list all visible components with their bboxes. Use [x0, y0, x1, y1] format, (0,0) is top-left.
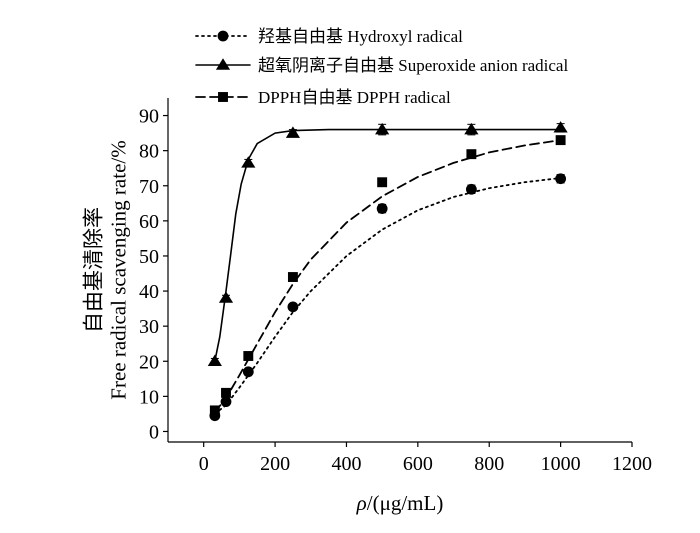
legend-marker-square	[218, 92, 228, 102]
y-tick-label: 0	[149, 421, 159, 443]
marker-square	[243, 351, 254, 361]
marker-triangle	[464, 122, 479, 135]
y-tick-label: 60	[139, 211, 159, 233]
data-point-circle	[376, 203, 388, 214]
data-point-triangle	[553, 121, 568, 133]
marker-square	[209, 405, 220, 416]
y-tick-label: 70	[139, 176, 159, 198]
plot-area: 0 10 20 30 40 50 60 70 80 90 0 200 400 600 800 1000 1200	[139, 98, 652, 475]
marker-square	[466, 149, 477, 160]
marker-triangle	[241, 156, 256, 168]
y-tick-label: 20	[139, 351, 159, 373]
x-tick-label: 0	[199, 453, 209, 475]
marker-square	[377, 177, 388, 188]
marker-circle	[465, 183, 477, 195]
legend-item: 羟基自由基 Hydroxyl radical	[195, 27, 463, 46]
y-tick-label: 90	[139, 106, 159, 128]
fit-curve-circle	[213, 177, 562, 415]
fit-curve-triangle	[214, 128, 562, 363]
data-point-circle	[465, 183, 477, 195]
y-tick-label: 50	[139, 246, 159, 268]
marker-circle	[242, 366, 254, 378]
x-axis-symbol: ρ	[356, 491, 367, 515]
x-tick-label: 800	[474, 453, 504, 475]
legend-marker-circle	[217, 30, 229, 42]
marker-circle	[220, 396, 232, 408]
data-markers	[207, 121, 568, 422]
x-tick-label: 600	[403, 453, 433, 475]
x-tick-label: 400	[331, 453, 361, 475]
marker-square	[555, 135, 566, 146]
marker-triangle	[285, 126, 301, 138]
marker-circle	[555, 173, 567, 185]
marker-square	[287, 272, 298, 282]
x-axis-unit: /(μg/mL)	[367, 491, 444, 515]
data-point-square	[221, 387, 231, 398]
marker-circle	[287, 301, 299, 313]
data-point-circle	[220, 396, 232, 408]
data-point-circle	[555, 173, 567, 185]
marker-triangle	[553, 121, 568, 133]
marker-circle	[376, 203, 388, 214]
y-tick-label: 30	[139, 316, 159, 338]
fit-curve-square	[213, 139, 562, 414]
data-point-square	[287, 272, 298, 282]
legend-item: 超氧阴离子自由基 Superoxide anion radical	[195, 56, 568, 75]
legend-label: 羟基自由基 Hydroxyl radical	[258, 27, 463, 46]
data-point-triangle	[207, 354, 222, 366]
data-point-circle	[242, 366, 254, 378]
axes: 0 10 20 30 40 50 60 70 80 90 0 200 400 600 800 1000 1200	[139, 98, 652, 475]
y-axis-label-cn: 自由基清除率	[81, 207, 105, 333]
legend: 羟基自由基 Hydroxyl radical 超氧阴离子自由基 Superoxid…	[195, 27, 568, 107]
x-tick-label: 200	[260, 453, 290, 475]
x-tick-label: 1000	[541, 453, 581, 475]
y-tick-label: 80	[139, 141, 159, 163]
legend-label: DPPH自由基 DPPH radical	[258, 88, 451, 107]
y-axis-label: 自由基清除率Free radical scavenging rate/%	[81, 140, 130, 399]
x-tick-label: 1200	[612, 453, 652, 475]
fit-curves	[213, 128, 562, 415]
data-point-triangle	[218, 291, 234, 303]
data-point-square	[243, 351, 254, 361]
y-axis-label-en: Free radical scavenging rate/%	[107, 140, 131, 399]
data-point-triangle	[241, 156, 256, 168]
legend-label: 超氧阴离子自由基 Superoxide anion radical	[258, 56, 568, 75]
marker-triangle	[207, 354, 222, 366]
legend-marker-triangle	[215, 58, 231, 70]
data-point-triangle	[285, 126, 301, 138]
data-point-triangle	[464, 122, 479, 136]
y-tick-label: 40	[139, 281, 159, 303]
data-point-square	[466, 149, 477, 160]
x-axis-label: ρ/(μg/mL)	[356, 491, 444, 515]
data-point-square	[377, 177, 388, 188]
data-point-circle	[287, 301, 299, 313]
data-point-square	[555, 135, 566, 146]
marker-triangle	[375, 122, 390, 135]
data-point-triangle	[375, 122, 390, 136]
data-point-square	[209, 405, 220, 416]
marker-square	[221, 387, 231, 398]
y-tick-label: 10	[139, 386, 159, 408]
legend-item: DPPH自由基 DPPH radical	[195, 88, 451, 107]
marker-triangle	[218, 291, 234, 303]
